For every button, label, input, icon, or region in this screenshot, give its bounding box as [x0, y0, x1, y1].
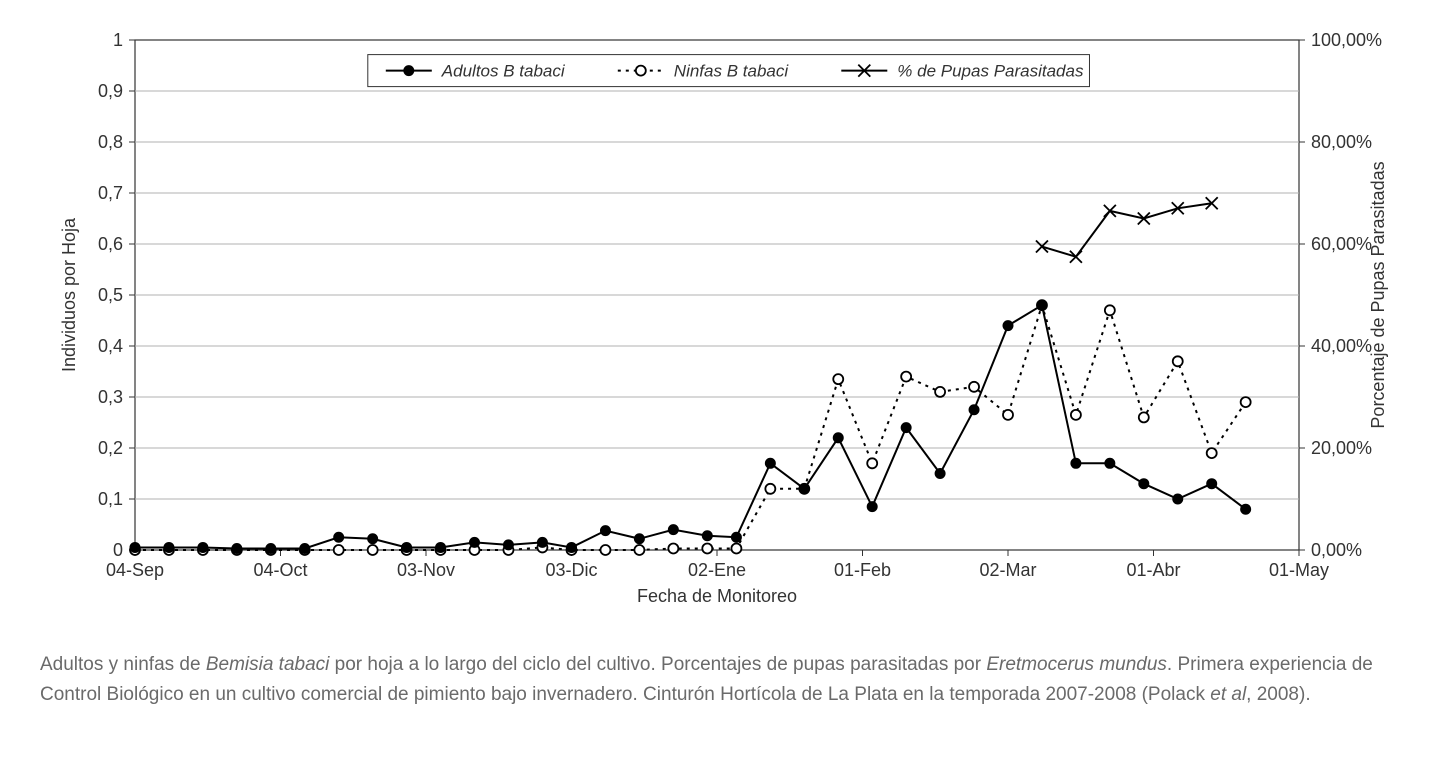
- marker-filled-circle-icon: [1003, 321, 1013, 331]
- marker-open-circle-icon: [1105, 305, 1115, 315]
- marker-filled-circle-icon: [1139, 479, 1149, 489]
- marker-open-circle-icon: [702, 543, 712, 553]
- marker-open-circle-icon: [1207, 448, 1217, 458]
- marker-filled-circle-icon: [833, 433, 843, 443]
- y-left-axis-label: Individuos por Hoja: [59, 217, 79, 372]
- marker-open-circle-icon: [1173, 356, 1183, 366]
- marker-open-circle-icon: [634, 545, 644, 555]
- y-right-tick-label: 0,00%: [1311, 540, 1362, 560]
- y-right-axis-label: Porcentaje de Pupas Parasitadas: [1368, 161, 1388, 428]
- marker-open-circle-icon: [1241, 397, 1251, 407]
- marker-filled-circle-icon: [1105, 458, 1115, 468]
- y-left-tick-label: 0: [113, 540, 123, 560]
- y-left-tick-label: 0,6: [98, 234, 123, 254]
- marker-open-circle-icon: [901, 372, 911, 382]
- y-right-tick-label: 40,00%: [1311, 336, 1372, 356]
- x-tick-label: 01-May: [1269, 560, 1329, 580]
- page: 0 0,1 0,2 0,3 0,4 0,5 0,6 0,7 0,8 0,9 1 0,00% 20,00%…: [0, 0, 1434, 784]
- marker-open-circle-icon: [334, 545, 344, 555]
- y-right-tick-label: 100,00%: [1311, 30, 1382, 50]
- marker-filled-circle-icon: [731, 532, 741, 542]
- x-axis-label: Fecha de Monitoreo: [637, 586, 797, 606]
- marker-filled-circle-icon: [600, 526, 610, 536]
- y-right-tick-label: 80,00%: [1311, 132, 1372, 152]
- marker-filled-circle-icon: [198, 542, 208, 552]
- x-tick-label: 03-Dic: [545, 560, 597, 580]
- y-left-tick-label: 0,1: [98, 489, 123, 509]
- marker-filled-circle-icon: [537, 537, 547, 547]
- y-left-tick-label: 0,4: [98, 336, 123, 356]
- marker-open-circle-icon: [1003, 410, 1013, 420]
- x-tick-label: 02-Mar: [979, 560, 1036, 580]
- marker-filled-circle-icon: [765, 458, 775, 468]
- caption-text: Adultos y ninfas de: [40, 654, 206, 675]
- marker-filled-circle-icon: [567, 542, 577, 552]
- y-left-tick-label: 0,7: [98, 183, 123, 203]
- marker-filled-circle-icon: [402, 542, 412, 552]
- caption-italic-species-2: Eretmocerus mundus: [986, 654, 1167, 675]
- marker-open-circle-icon: [765, 484, 775, 494]
- x-tick-label: 01-Abr: [1126, 560, 1180, 580]
- y-right-tick-label: 60,00%: [1311, 234, 1372, 254]
- marker-filled-circle-icon: [130, 542, 140, 552]
- caption-text: , 2008).: [1246, 684, 1310, 705]
- marker-filled-circle-icon: [470, 537, 480, 547]
- caption-italic-etal: et al: [1210, 684, 1246, 705]
- x-tick-label: 04-Oct: [253, 560, 307, 580]
- marker-filled-circle-icon: [867, 502, 877, 512]
- legend-marker-icon: [404, 66, 414, 76]
- marker-filled-circle-icon: [1071, 458, 1081, 468]
- marker-open-circle-icon: [600, 545, 610, 555]
- legend: Adultos B tabaci Ninfas B tabaci % de Pupa…: [368, 55, 1090, 87]
- caption-italic-species-1: Bemisia tabaci: [206, 654, 330, 675]
- marker-filled-circle-icon: [300, 543, 310, 553]
- marker-filled-circle-icon: [799, 484, 809, 494]
- marker-open-circle-icon: [1071, 410, 1081, 420]
- caption-text: por hoja a lo largo del ciclo del cultiv…: [329, 654, 986, 675]
- marker-filled-circle-icon: [436, 542, 446, 552]
- y-right-tick-label: 20,00%: [1311, 438, 1372, 458]
- legend-label: Adultos B tabaci: [441, 62, 566, 81]
- marker-filled-circle-icon: [266, 543, 276, 553]
- marker-filled-circle-icon: [334, 532, 344, 542]
- marker-filled-circle-icon: [901, 423, 911, 433]
- y-left-tick-label: 0,2: [98, 438, 123, 458]
- legend-label: % de Pupas Parasitadas: [897, 62, 1084, 81]
- y-left-tick-label: 1: [113, 30, 123, 50]
- x-tick-label: 01-Feb: [834, 560, 891, 580]
- marker-open-circle-icon: [668, 543, 678, 553]
- marker-filled-circle-icon: [634, 534, 644, 544]
- y-left-tick-label: 0,3: [98, 387, 123, 407]
- x-tick-label: 04-Sep: [106, 560, 164, 580]
- marker-open-circle-icon: [867, 458, 877, 468]
- figure-caption: Adultos y ninfas de Bemisia tabaci por h…: [40, 650, 1380, 711]
- chart-container: 0 0,1 0,2 0,3 0,4 0,5 0,6 0,7 0,8 0,9 1 0,00% 20,00%…: [40, 20, 1394, 620]
- y-left-tick-label: 0,5: [98, 285, 123, 305]
- marker-filled-circle-icon: [1037, 300, 1047, 310]
- x-tick-label: 02-Ene: [688, 560, 746, 580]
- marker-open-circle-icon: [1139, 412, 1149, 422]
- marker-filled-circle-icon: [702, 531, 712, 541]
- marker-filled-circle-icon: [1207, 479, 1217, 489]
- marker-filled-circle-icon: [1173, 494, 1183, 504]
- legend-label: Ninfas B tabaci: [674, 62, 790, 81]
- marker-open-circle-icon: [969, 382, 979, 392]
- marker-filled-circle-icon: [969, 405, 979, 415]
- y-left-tick-label: 0,9: [98, 81, 123, 101]
- y-left-tick-label: 0,8: [98, 132, 123, 152]
- x-tick-label: 03-Nov: [397, 560, 455, 580]
- marker-open-circle-icon: [935, 387, 945, 397]
- marker-open-circle-icon: [731, 543, 741, 553]
- marker-filled-circle-icon: [232, 543, 242, 553]
- marker-filled-circle-icon: [164, 542, 174, 552]
- marker-filled-circle-icon: [503, 540, 513, 550]
- marker-filled-circle-icon: [935, 469, 945, 479]
- marker-open-circle-icon: [368, 545, 378, 555]
- marker-filled-circle-icon: [668, 525, 678, 535]
- legend-marker-icon: [636, 66, 646, 76]
- marker-open-circle-icon: [833, 374, 843, 384]
- marker-filled-circle-icon: [1241, 504, 1251, 514]
- marker-filled-circle-icon: [368, 534, 378, 544]
- line-chart: 0 0,1 0,2 0,3 0,4 0,5 0,6 0,7 0,8 0,9 1 0,00% 20,00%…: [40, 20, 1394, 620]
